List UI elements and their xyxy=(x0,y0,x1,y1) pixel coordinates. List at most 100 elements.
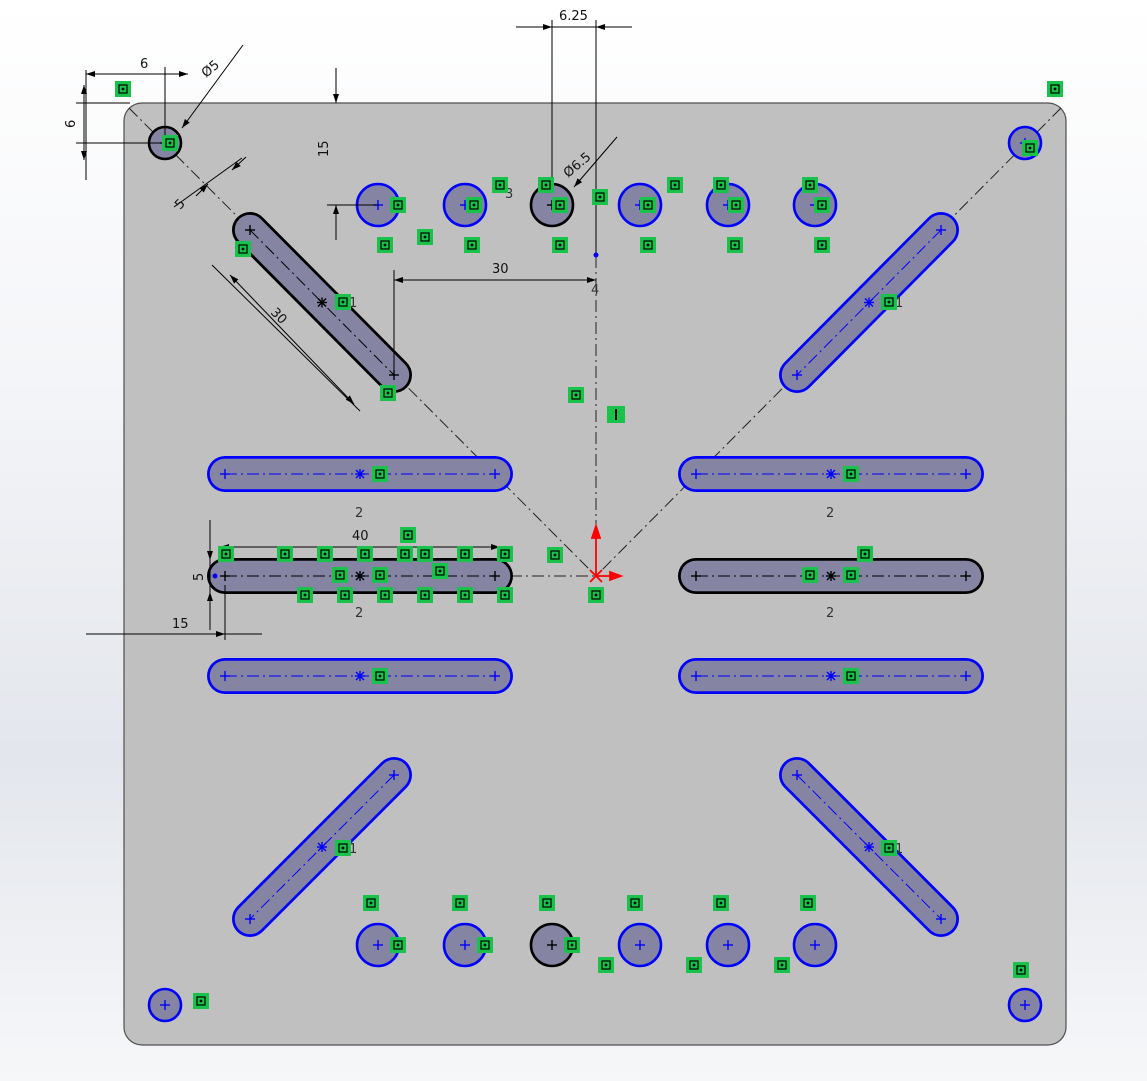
hole-circle[interactable] xyxy=(1007,987,1043,1023)
relation-marker xyxy=(564,937,580,953)
relation-marker xyxy=(492,177,508,193)
relation-marker xyxy=(552,197,568,213)
relation-marker xyxy=(627,895,643,911)
dim-row-offset-15[interactable]: 15 xyxy=(317,140,332,157)
relation-marker xyxy=(400,527,416,543)
relation-marker xyxy=(457,546,473,562)
relation-marker xyxy=(814,197,830,213)
relation-marker xyxy=(335,294,351,310)
relation-marker xyxy=(713,177,729,193)
slot-feature[interactable] xyxy=(207,558,513,594)
dim-slot-width-5[interactable]: 5 xyxy=(192,573,207,581)
relation-marker xyxy=(640,197,656,213)
slot-feature[interactable] xyxy=(207,658,513,694)
slot-feature[interactable] xyxy=(678,558,984,594)
slot-feature[interactable] xyxy=(678,658,984,694)
relation-marker xyxy=(417,229,433,245)
relation-marker xyxy=(538,177,554,193)
hole-circle[interactable] xyxy=(617,922,663,968)
relation-marker xyxy=(539,895,555,911)
relation-marker xyxy=(843,668,859,684)
pattern-count-label: 2 xyxy=(826,606,834,621)
relation-marker xyxy=(390,197,406,213)
relation-marker xyxy=(417,587,433,603)
sketch-points xyxy=(212,252,599,579)
pattern-count-label: 2 xyxy=(355,606,363,621)
slots-layer[interactable] xyxy=(207,212,984,937)
relation-marker xyxy=(881,840,897,856)
relation-marker xyxy=(814,237,830,253)
relation-marker xyxy=(728,197,744,213)
relation-marker xyxy=(417,546,433,562)
hole-circle[interactable] xyxy=(442,182,488,228)
relation-marker xyxy=(1013,962,1029,978)
hole-circle[interactable] xyxy=(705,922,751,968)
relation-marker xyxy=(335,840,351,856)
relation-marker xyxy=(372,466,388,482)
relation-marker xyxy=(193,993,209,1009)
relation-marker xyxy=(332,567,348,583)
symmetry-label: 3 xyxy=(505,187,513,202)
relation-marker xyxy=(357,546,373,562)
relation-marker xyxy=(235,241,251,257)
relation-marker xyxy=(390,937,406,953)
hole-circle[interactable] xyxy=(147,987,183,1023)
slot-feature[interactable] xyxy=(678,456,984,492)
sketch-origin[interactable] xyxy=(589,523,624,583)
relation-marker xyxy=(162,135,178,151)
relation-marker xyxy=(881,294,897,310)
relation-marker xyxy=(843,466,859,482)
relation-marker xyxy=(552,237,568,253)
relation-marker xyxy=(452,895,468,911)
pattern-count-label: 2 xyxy=(355,506,363,521)
symmetry-label: 1 xyxy=(349,296,357,311)
dim-top-hole-y[interactable]: 6 xyxy=(64,120,79,128)
symmetry-label: 1 xyxy=(895,296,903,311)
dim-spacing-6-25[interactable]: 6.25 xyxy=(559,9,588,24)
relation-marker xyxy=(686,957,702,973)
slot-feature[interactable] xyxy=(779,757,959,937)
sketch-labels: 2 2 2 2 4 1 1 1 1 3 xyxy=(349,187,903,857)
symmetry-label: 1 xyxy=(895,842,903,857)
dim-top-hole-x[interactable]: 6 xyxy=(140,57,148,72)
relation-marker xyxy=(363,895,379,911)
relation-marker xyxy=(372,668,388,684)
relation-marker xyxy=(800,895,816,911)
relation-marker xyxy=(774,957,790,973)
relation-marker xyxy=(727,237,743,253)
dim-left-offset-15[interactable]: 15 xyxy=(172,617,189,632)
relation-marker xyxy=(218,546,234,562)
relation-marker xyxy=(667,177,683,193)
dimension-lines xyxy=(76,20,632,640)
relation-marker xyxy=(466,197,482,213)
slot-feature[interactable] xyxy=(779,212,959,393)
relation-marker xyxy=(297,587,313,603)
relation-marker xyxy=(497,546,513,562)
relation-marker xyxy=(843,567,859,583)
relation-marker xyxy=(497,587,513,603)
symmetry-label: 1 xyxy=(349,842,357,857)
relation-marker xyxy=(457,587,473,603)
relation-marker xyxy=(588,587,604,603)
relation-marker xyxy=(397,546,413,562)
pattern-count-label: 2 xyxy=(826,506,834,521)
slot-feature[interactable] xyxy=(207,456,513,492)
mirror-mark-label: 4 xyxy=(591,283,599,298)
relation-marker xyxy=(568,387,584,403)
relation-marker xyxy=(377,587,393,603)
relation-marker xyxy=(380,385,396,401)
relation-marker xyxy=(802,177,818,193)
relation-marker xyxy=(592,189,608,205)
slot-feature[interactable] xyxy=(232,757,412,937)
relation-marker xyxy=(337,587,353,603)
relation-marker xyxy=(377,237,393,253)
dim-slot-length-40[interactable]: 40 xyxy=(352,529,369,544)
hole-circle[interactable] xyxy=(792,922,838,968)
dim-horizontal-30[interactable]: 30 xyxy=(492,262,509,277)
relation-marker xyxy=(802,567,818,583)
relation-marker xyxy=(277,546,293,562)
relation-marker xyxy=(372,567,388,583)
relation-marker xyxy=(477,937,493,953)
relation-marker xyxy=(432,563,448,579)
